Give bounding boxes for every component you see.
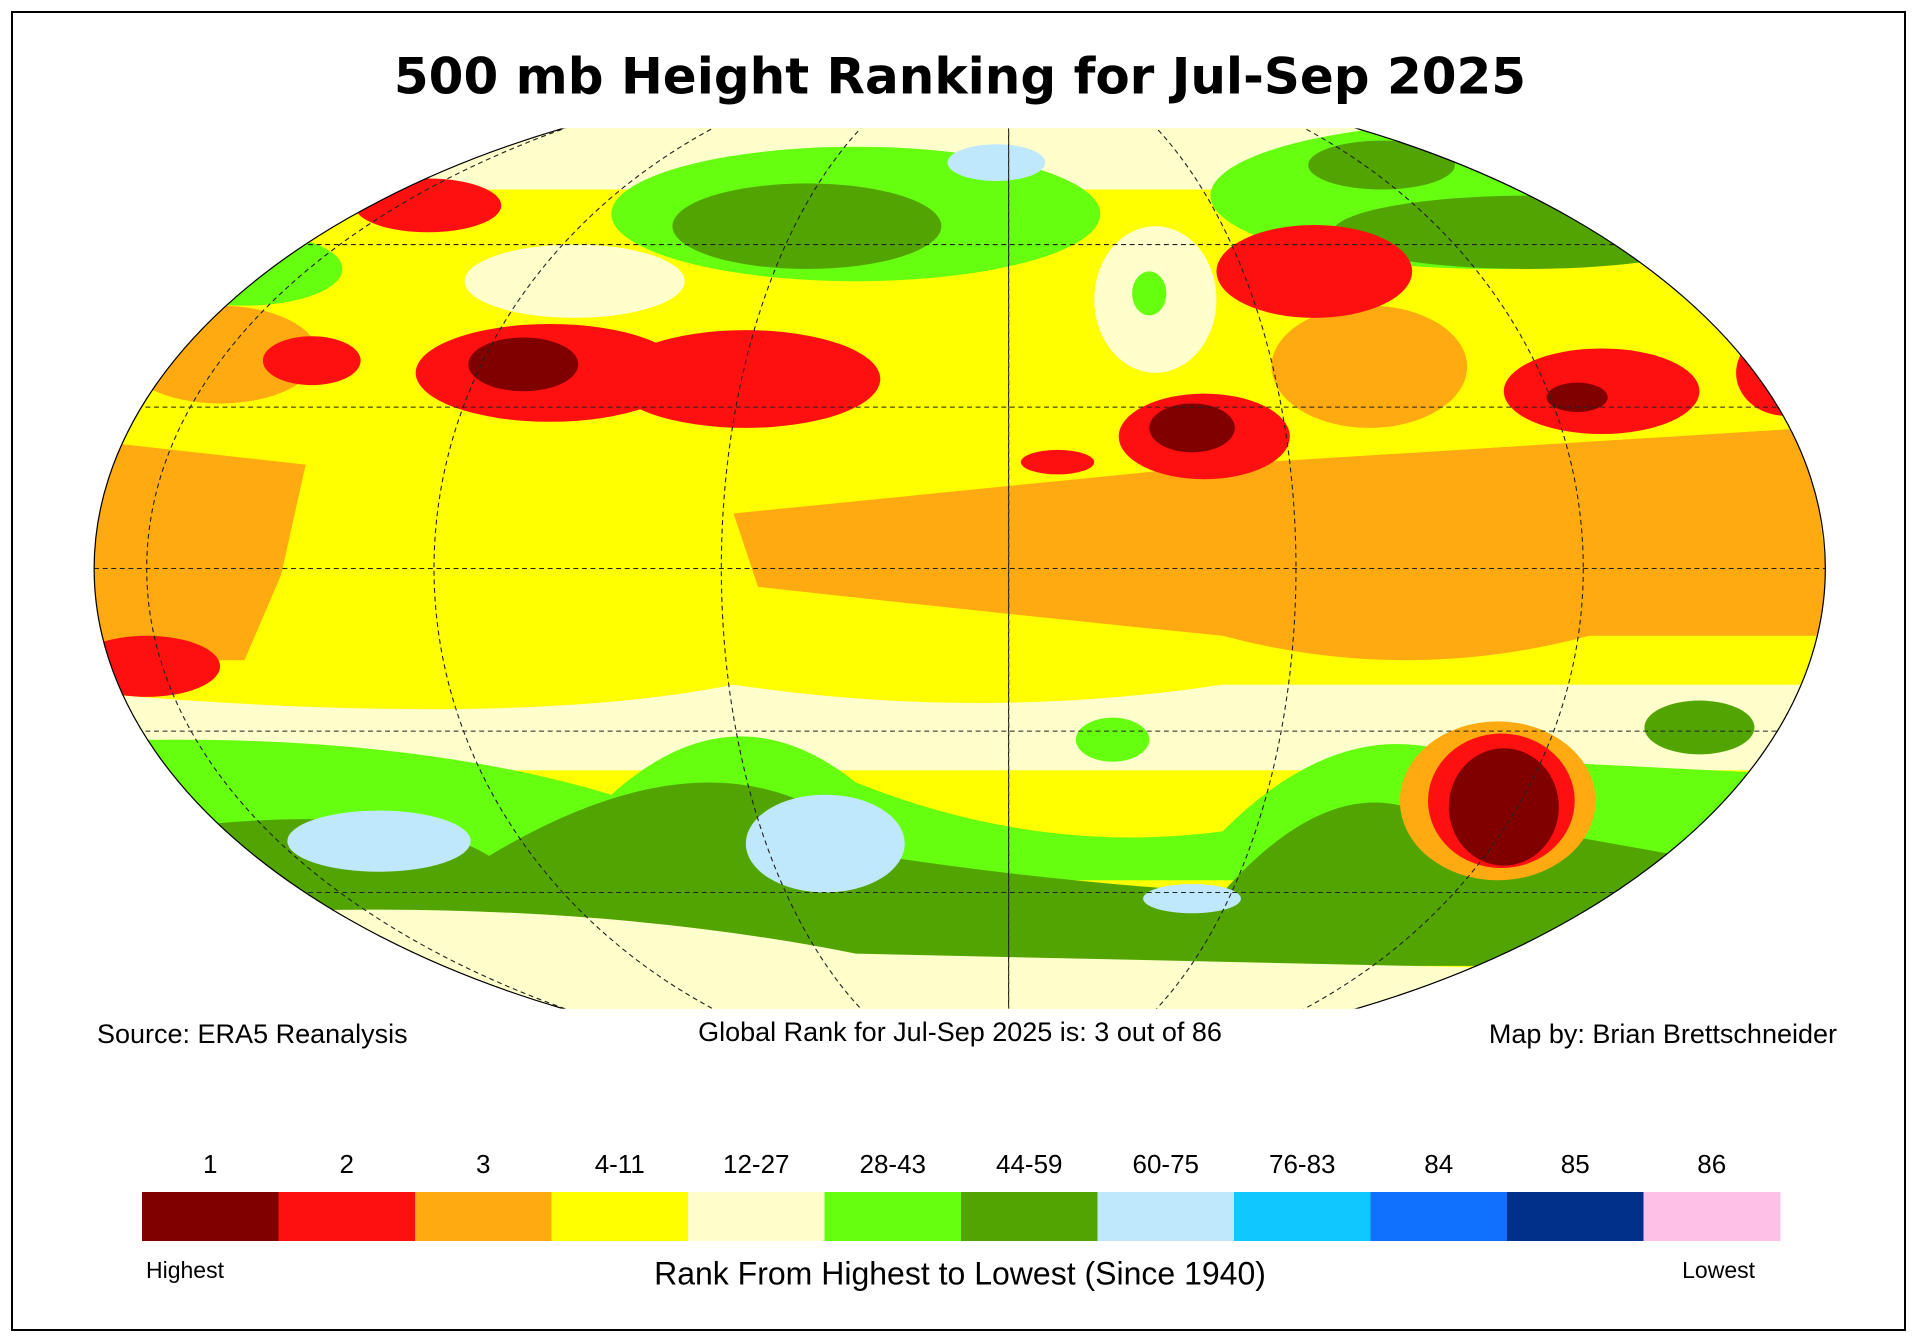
legend-label: 76-83	[1269, 1149, 1336, 1179]
legend-label: 84	[1424, 1149, 1453, 1179]
legend: 1 2 3 4-11 12-27 28-43 44-59 60-75 76-83 84 85 86	[142, 1149, 1781, 1241]
legend-swatch	[278, 1192, 416, 1241]
legend-swatch	[1234, 1192, 1371, 1241]
credit: Map by: Brian Brettschneider	[1489, 1019, 1837, 1049]
legend-swatch	[1507, 1192, 1644, 1241]
legend-label: 85	[1561, 1149, 1590, 1179]
legend-label: 28-43	[860, 1149, 927, 1179]
legend-label: 44-59	[996, 1149, 1063, 1179]
legend-end: Lowest	[1682, 1257, 1755, 1283]
legend-swatch	[1643, 1192, 1781, 1241]
map	[93, 128, 1826, 1009]
legend-label: 2	[340, 1149, 354, 1179]
legend-swatch	[1370, 1192, 1508, 1241]
legend-label: 12-27	[723, 1149, 790, 1179]
source: Source: ERA5 Reanalysis	[97, 1019, 408, 1049]
legend-swatch	[1097, 1192, 1235, 1241]
legend-swatch	[142, 1192, 279, 1241]
legend-swatch	[551, 1192, 689, 1241]
global-rank: Global Rank for Jul-Sep 2025 is: 3 out o…	[698, 1017, 1222, 1047]
legend-label: 1	[203, 1149, 217, 1179]
legend-swatch	[415, 1192, 552, 1241]
map-title: 500 mb Height Ranking for Jul-Sep 2025	[394, 48, 1526, 106]
legend-start: Highest	[146, 1257, 225, 1283]
legend-swatch	[961, 1192, 1098, 1241]
legend-label: 60-75	[1133, 1149, 1200, 1179]
legend-label: 3	[476, 1149, 490, 1179]
legend-label: 4-11	[595, 1149, 645, 1179]
legend-title: Rank From Highest to Lowest (Since 1940)	[654, 1255, 1266, 1291]
legend-swatch	[824, 1192, 962, 1241]
legend-label: 86	[1697, 1149, 1726, 1179]
legend-swatch	[688, 1192, 825, 1241]
